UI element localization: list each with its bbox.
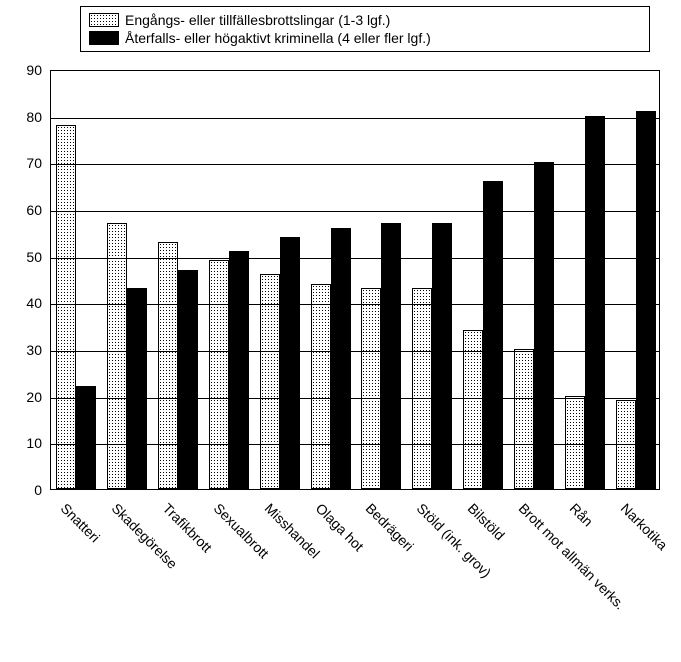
- legend-label: Återfalls- eller högaktivt kriminella (4…: [125, 29, 431, 47]
- bar-aterfall: [636, 111, 656, 489]
- plot-area: [50, 70, 660, 490]
- bar-aterfall: [381, 223, 401, 489]
- gridline: [51, 118, 659, 119]
- y-tick-label: 10: [0, 435, 42, 451]
- gridline: [51, 164, 659, 165]
- bar-aterfall: [280, 237, 300, 489]
- gridline: [51, 351, 659, 352]
- bar-aterfall: [127, 288, 147, 489]
- x-tick-label: Rån: [566, 500, 595, 529]
- bar-engangs: [107, 223, 127, 489]
- bar-engangs: [209, 260, 229, 489]
- x-tick-label: Bilstöld: [465, 500, 508, 543]
- legend-label: Engångs- eller tillfällesbrottslingar (1…: [125, 11, 390, 29]
- bar-engangs: [311, 284, 331, 489]
- gridline: [51, 258, 659, 259]
- x-tick-label: Bedrägeri: [363, 500, 417, 554]
- y-tick-label: 90: [0, 62, 42, 78]
- bar-aterfall: [585, 116, 605, 489]
- x-tick-label: Narkotika: [617, 500, 670, 553]
- y-tick-label: 30: [0, 342, 42, 358]
- bar-engangs: [260, 274, 280, 489]
- y-tick-label: 70: [0, 155, 42, 171]
- y-tick-label: 20: [0, 389, 42, 405]
- bar-aterfall: [76, 386, 96, 489]
- gridline: [51, 211, 659, 212]
- bars-layer: [51, 71, 659, 489]
- bar-aterfall: [229, 251, 249, 489]
- x-tick-label: Snatteri: [58, 500, 103, 545]
- bar-aterfall: [432, 223, 452, 489]
- x-axis-labels: SnatteriSkadegörelseTrafikbrottSexualbro…: [50, 492, 660, 662]
- y-tick-label: 50: [0, 249, 42, 265]
- gridline: [51, 398, 659, 399]
- x-tick-label: Olaga hot: [312, 500, 366, 554]
- bar-aterfall: [178, 270, 198, 489]
- bar-engangs: [412, 288, 432, 489]
- legend-swatch-dotted: [89, 13, 119, 27]
- y-tick-label: 40: [0, 295, 42, 311]
- bar-engangs: [158, 242, 178, 489]
- legend-item: Engångs- eller tillfällesbrottslingar (1…: [89, 11, 641, 29]
- bar-aterfall: [331, 228, 351, 489]
- legend-item: Återfalls- eller högaktivt kriminella (4…: [89, 29, 641, 47]
- bar-engangs: [565, 396, 585, 489]
- gridline: [51, 304, 659, 305]
- bar-engangs: [514, 349, 534, 489]
- bar-engangs: [463, 330, 483, 489]
- y-tick-label: 80: [0, 109, 42, 125]
- bar-engangs: [361, 288, 381, 489]
- bar-aterfall: [483, 181, 503, 489]
- chart-container: Engångs- eller tillfällesbrottslingar (1…: [0, 0, 681, 662]
- y-tick-label: 0: [0, 482, 42, 498]
- legend-swatch-solid: [89, 31, 119, 45]
- bar-engangs: [56, 125, 76, 489]
- y-tick-label: 60: [0, 202, 42, 218]
- legend: Engångs- eller tillfällesbrottslingar (1…: [80, 6, 650, 52]
- gridline: [51, 444, 659, 445]
